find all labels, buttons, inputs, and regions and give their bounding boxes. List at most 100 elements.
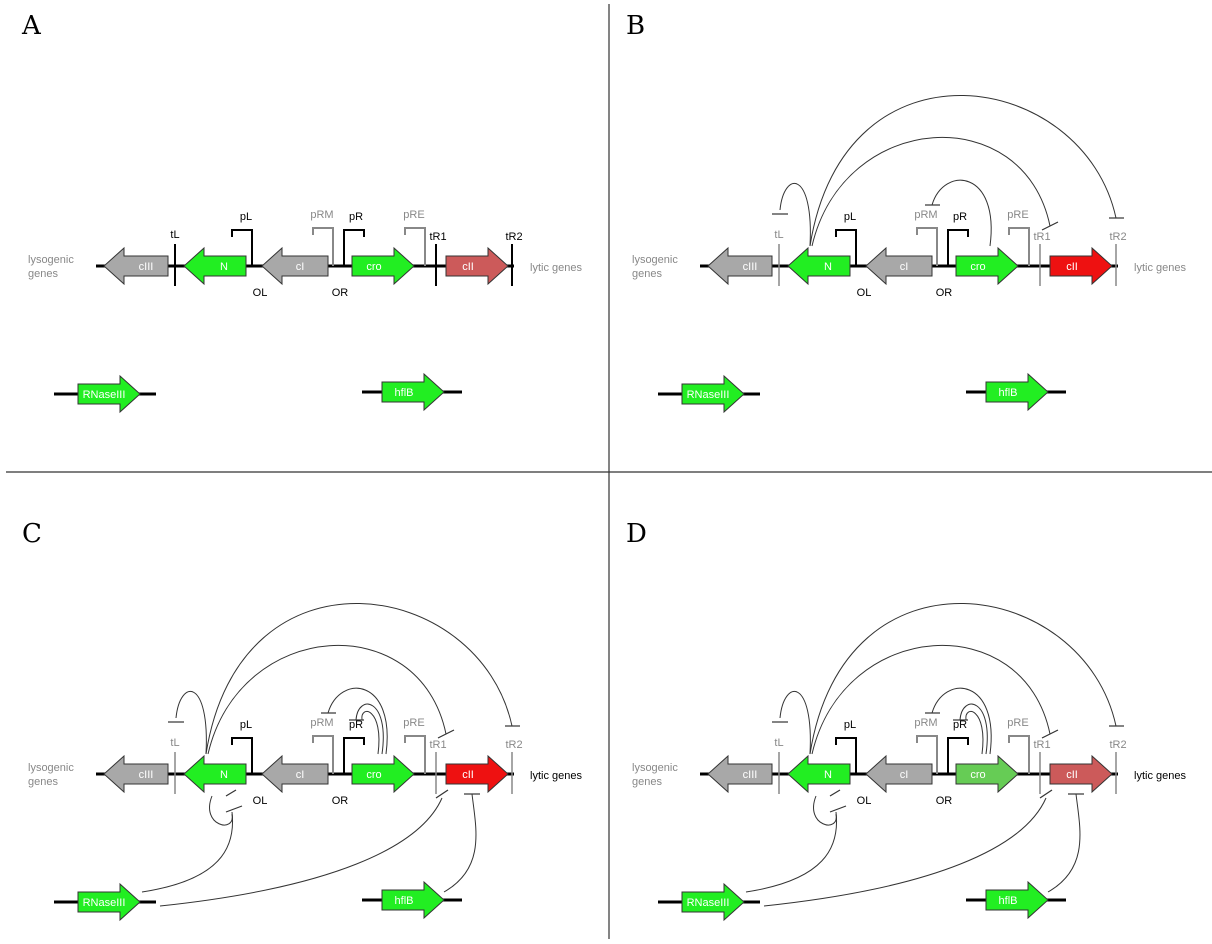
tr1-label: tR1 <box>1033 739 1050 751</box>
promoter-pl <box>231 229 253 266</box>
ol-label: OL <box>253 795 268 807</box>
tr2-label: tR2 <box>505 739 522 751</box>
tr2-label: tR2 <box>505 231 522 243</box>
rnaseiii-to-cii-bar <box>1039 789 1053 799</box>
n-to-tr1-bar <box>437 729 455 739</box>
pl-label: pL <box>240 719 252 731</box>
cro-to-pr-inner-curve <box>361 711 380 755</box>
promoter-pl <box>231 737 253 774</box>
lysogenic-label-line2: genes <box>632 776 662 788</box>
cro-to-prm-curve <box>327 687 388 755</box>
tl-label: tL <box>774 229 783 241</box>
gene-ci <box>261 754 329 794</box>
lysogenic-label: lysogenic <box>632 254 678 266</box>
gene-hflb <box>985 880 1049 920</box>
ol-label: OL <box>857 287 872 299</box>
tr2-label: tR2 <box>1109 231 1126 243</box>
gene-hflb-label: hflB <box>395 895 414 907</box>
n-to-tr2-curve <box>809 95 1117 247</box>
n-to-tl-curve <box>175 691 207 755</box>
lysogenic-label-line2: genes <box>28 268 58 280</box>
cro-to-pr-curve <box>355 703 384 755</box>
gene-n <box>183 246 247 286</box>
gene-n-label: N <box>824 769 832 781</box>
gene-ci-label: cI <box>296 769 305 781</box>
promoter-pl <box>835 737 857 774</box>
gene-ciii <box>707 754 773 794</box>
gene-rnaseiii <box>77 374 141 414</box>
gene-hflb <box>381 372 445 412</box>
n-self-loop-bar <box>225 789 237 797</box>
prm-label: pRM <box>914 209 937 221</box>
prm-label: pRM <box>310 209 333 221</box>
gene-ciii-label: cIII <box>743 769 758 781</box>
gene-cii-label: cII <box>462 769 474 781</box>
lysogenic-label: lysogenic <box>28 254 74 266</box>
gene-ciii-label: cIII <box>139 261 154 273</box>
promoter-pre <box>1008 735 1030 774</box>
pre-label: pRE <box>403 209 424 221</box>
gene-n-label: N <box>220 769 228 781</box>
n-to-tr1-curve <box>811 137 1051 247</box>
gene-ci-label: cI <box>296 261 305 273</box>
gene-n <box>183 754 247 794</box>
pr-label: pR <box>953 211 967 223</box>
rnaseiii-to-cii-curve <box>159 797 443 907</box>
rnaseiii-to-n-bar <box>829 805 847 813</box>
gene-hflb <box>381 880 445 920</box>
lytic-genes-label: lytic genes <box>530 770 582 782</box>
or-label: OR <box>936 795 953 807</box>
lytic-genes-label: lytic genes <box>1134 770 1186 782</box>
tr1-label: tR1 <box>429 231 446 243</box>
or-label: OR <box>332 287 349 299</box>
gene-n <box>787 246 851 286</box>
tr1-label: tR1 <box>429 739 446 751</box>
gene-rnaseiii-label: RNaseIII <box>83 897 126 909</box>
gene-cro-label: cro <box>970 261 985 273</box>
panel-letter: A <box>21 11 42 41</box>
gene-cro-label: cro <box>366 261 381 273</box>
n-self-loop-bar <box>829 789 841 797</box>
gene-cro <box>955 754 1019 794</box>
panel-letter: D <box>626 519 647 549</box>
gene-ci-label: cI <box>900 261 909 273</box>
n-to-tr2-curve <box>809 603 1117 755</box>
rnaseiii-to-cii-curve <box>763 797 1047 907</box>
pl-label: pL <box>844 211 856 223</box>
prm-label: pRM <box>310 717 333 729</box>
gene-rnaseiii-label: RNaseIII <box>83 389 126 401</box>
cro-to-prm-curve <box>931 179 992 247</box>
tr1-label: tR1 <box>1033 231 1050 243</box>
promoter-pr <box>947 229 969 266</box>
gene-ciii-label: cIII <box>743 261 758 273</box>
gene-cii-label: cII <box>1066 261 1078 273</box>
pre-label: pRE <box>1007 209 1028 221</box>
lysogenic-label: lysogenic <box>632 762 678 774</box>
promoter-prm <box>916 227 938 266</box>
gene-cii <box>1049 246 1113 286</box>
cro-to-pr-curve <box>959 703 988 755</box>
gene-ciii <box>103 246 169 286</box>
or-label: OR <box>332 795 349 807</box>
gene-rnaseiii-label: RNaseIII <box>687 897 730 909</box>
gene-rnaseiii <box>77 882 141 922</box>
promoter-pr <box>343 737 365 774</box>
gene-n <box>787 754 851 794</box>
pl-label: pL <box>844 719 856 731</box>
hflb-to-cii-curve <box>1047 793 1081 893</box>
prm-label: pRM <box>914 717 937 729</box>
n-to-tl-curve <box>779 183 811 247</box>
tl-label: tL <box>774 737 783 749</box>
promoter-pl <box>835 229 857 266</box>
gene-n-label: N <box>824 261 832 273</box>
gene-cro <box>955 246 1019 286</box>
pr-label: pR <box>953 719 967 731</box>
gene-cro <box>351 754 415 794</box>
gene-ciii <box>707 246 773 286</box>
rnaseiii-to-n-curve <box>745 811 838 893</box>
cro-to-prm-curve <box>931 687 992 755</box>
gene-ci <box>865 754 933 794</box>
tl-label: tL <box>170 229 179 241</box>
gene-n-label: N <box>220 261 228 273</box>
lysogenic-label-line2: genes <box>28 776 58 788</box>
